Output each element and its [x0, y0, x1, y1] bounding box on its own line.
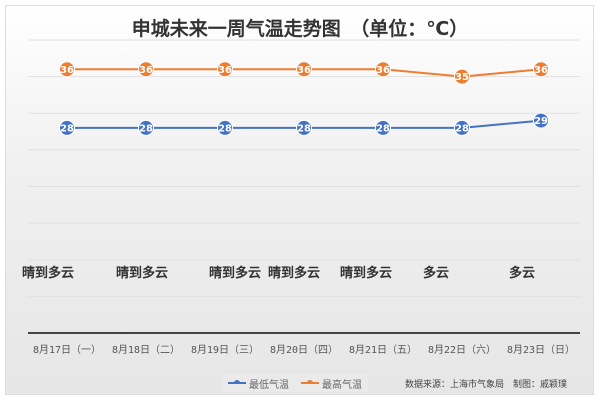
data-label: 28	[60, 123, 74, 134]
x-tick-label: 8月21日（五）	[348, 345, 418, 356]
data-point	[217, 119, 233, 136]
weather-label: 晴到多云	[115, 266, 169, 281]
data-point	[217, 61, 233, 78]
x-tick-label: 8月20日（四）	[269, 345, 339, 356]
legend-label-low: 最低气温	[249, 379, 289, 391]
data-point	[138, 61, 154, 78]
data-label: 36	[60, 65, 74, 76]
legend-item-low: 最低气温	[228, 376, 289, 391]
data-label: 29	[534, 116, 548, 127]
data-point	[375, 61, 391, 78]
legend-swatch-high	[301, 380, 319, 384]
weather-label: 多云	[508, 266, 536, 281]
data-label: 36	[376, 65, 390, 76]
x-tick-label: 8月18日（二）	[111, 345, 181, 356]
legend-item-high: 最高气温	[301, 376, 362, 391]
data-point	[296, 61, 312, 78]
data-point	[59, 119, 75, 136]
data-label: 28	[297, 123, 311, 134]
weather-label: 晴到多云	[339, 266, 393, 281]
data-label: 28	[376, 123, 390, 134]
data-label: 36	[139, 65, 153, 76]
weather-label: 多云	[422, 266, 450, 281]
data-label: 28	[139, 123, 153, 134]
data-label: 35	[455, 72, 469, 83]
data-point	[59, 61, 75, 78]
weather-label: 晴到多云	[21, 266, 75, 281]
data-point	[533, 112, 549, 129]
x-tick-label: 8月17日（一）	[32, 345, 102, 356]
weather-label: 晴到多云	[267, 266, 321, 281]
x-tick-label: 8月19日（三）	[190, 345, 260, 356]
data-label: 28	[455, 123, 469, 134]
legend-swatch-low	[228, 380, 246, 384]
x-tick-label: 8月23日（日）	[506, 345, 576, 356]
chart-card	[5, 5, 594, 169]
source-note: 数据来源：上海市气象局 制图：戚颖璞	[405, 380, 568, 390]
data-point	[454, 119, 470, 136]
chart-card-lower	[5, 168, 594, 395]
data-point	[138, 119, 154, 136]
data-point	[533, 61, 549, 78]
data-label: 36	[297, 65, 311, 76]
data-label: 36	[218, 65, 232, 76]
x-tick-label: 8月22日（六）	[427, 345, 497, 356]
legend-label-high: 最高气温	[322, 379, 362, 391]
data-label: 36	[534, 65, 548, 76]
data-point	[454, 68, 470, 85]
data-point	[375, 119, 391, 136]
data-point	[296, 119, 312, 136]
chart-title: 申城未来一周气温走势图 （单位：℃）	[131, 18, 469, 40]
weather-label: 晴到多云	[208, 266, 262, 281]
data-label: 28	[218, 123, 232, 134]
legend: 最低气温 最高气温	[222, 374, 368, 392]
